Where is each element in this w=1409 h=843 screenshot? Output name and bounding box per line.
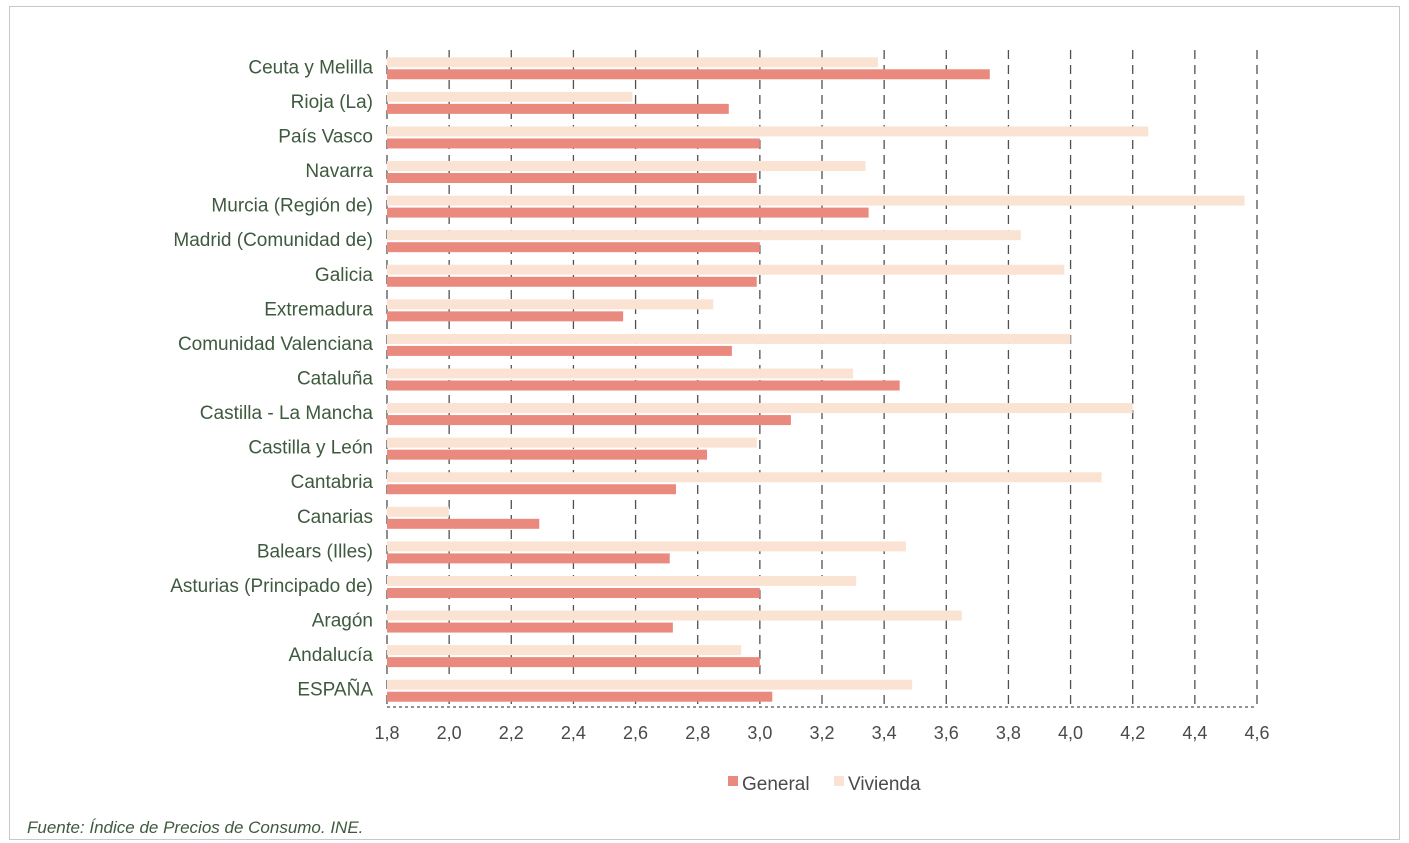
category-label: Cataluña	[297, 369, 373, 390]
bar-vivienda	[387, 161, 866, 172]
category-label: Rioja (La)	[291, 92, 373, 113]
legend-label: General	[742, 774, 810, 795]
x-tick-label: 2,8	[685, 723, 710, 743]
x-tick-label: 2,6	[623, 723, 648, 743]
bar-general	[387, 553, 670, 564]
legend-swatch	[834, 776, 844, 786]
category-label: Andalucía	[288, 645, 373, 666]
bar-vivienda	[387, 299, 714, 310]
bar-general	[387, 173, 757, 184]
chart-frame	[9, 6, 1400, 840]
x-tick-label: 4,0	[1058, 723, 1083, 743]
category-label: Balears (Illes)	[257, 541, 373, 562]
legend-label: Vivienda	[848, 774, 921, 795]
x-tick-label: 3,0	[747, 723, 772, 743]
bar-vivienda	[387, 403, 1133, 414]
category-label: ESPAÑA	[297, 679, 373, 701]
category-label: Canarias	[297, 507, 373, 528]
bar-general	[387, 380, 900, 391]
bar-general	[387, 242, 760, 253]
x-tick-label: 3,8	[996, 723, 1021, 743]
bar-general	[387, 69, 990, 80]
category-labels: Ceuta y Melilla Rioja (La) País Vasco Navar…	[170, 57, 373, 700]
x-tick-label: 2,2	[499, 723, 524, 743]
category-label: País Vasco	[278, 126, 373, 147]
x-tick-label: 2,0	[437, 723, 462, 743]
category-label: Comunidad Valenciana	[178, 334, 373, 355]
bar-vivienda	[387, 645, 742, 656]
x-tick-label: 2,4	[561, 723, 586, 743]
bar-general	[387, 103, 729, 114]
bar-vivienda	[387, 472, 1102, 483]
x-tick-label: 4,4	[1182, 723, 1207, 743]
bar-general	[387, 138, 760, 149]
bar-vivienda	[387, 679, 913, 690]
category-label: Ceuta y Melilla	[248, 57, 373, 78]
bar-vivienda	[387, 91, 633, 102]
legend: General Vivienda	[728, 774, 921, 795]
category-label: Cantabria	[291, 472, 374, 493]
bar-vivienda	[387, 333, 1071, 344]
bar-vivienda	[387, 541, 906, 552]
bar-vivienda	[387, 195, 1245, 206]
bar-general	[387, 276, 757, 287]
x-axis-ticks: 1,8 2,0 2,2 2,4 2,6 2,8 3,0 3,2 3,4 3,6 3,8 4,0 4,2 4…	[374, 723, 1269, 743]
source-note: Fuente: Índice de Precios de Consumo. IN…	[27, 818, 364, 837]
bar-general	[387, 311, 624, 322]
bar-vivienda	[387, 506, 450, 517]
bar-vivienda	[387, 610, 962, 621]
bar-vivienda	[387, 126, 1149, 137]
bar-general	[387, 518, 540, 529]
category-label: Navarra	[305, 161, 373, 182]
bar-vivienda	[387, 368, 854, 379]
category-label: Castilla - La Mancha	[200, 403, 374, 424]
x-tick-label: 4,2	[1120, 723, 1145, 743]
category-label: Extremadura	[264, 299, 373, 320]
bar-vivienda	[387, 437, 757, 448]
x-tick-label: 3,4	[872, 723, 897, 743]
bar-general	[387, 345, 732, 356]
category-label: Aragón	[312, 611, 373, 632]
bar-vivienda	[387, 575, 857, 586]
bars	[387, 57, 1245, 702]
bar-general	[387, 587, 760, 598]
x-tick-label: 3,6	[934, 723, 959, 743]
bar-general	[387, 691, 773, 702]
x-tick-label: 4,6	[1244, 723, 1269, 743]
bar-general	[387, 449, 708, 460]
category-label: Madrid (Comunidad de)	[173, 230, 373, 251]
legend-swatch	[728, 776, 738, 786]
category-label: Murcia (Región de)	[211, 196, 373, 217]
bar-general	[387, 415, 791, 426]
category-label: Asturias (Principado de)	[170, 576, 373, 597]
bar-vivienda	[387, 57, 878, 68]
x-tick-label: 1,8	[374, 723, 399, 743]
bar-general	[387, 657, 760, 668]
bar-general	[387, 484, 676, 495]
category-label: Galicia	[315, 265, 374, 286]
bar-vivienda	[387, 264, 1065, 275]
bar-general	[387, 207, 869, 218]
bar-vivienda	[387, 230, 1021, 241]
x-tick-label: 3,2	[809, 723, 834, 743]
category-label: Castilla y León	[248, 438, 373, 459]
bar-general	[387, 622, 673, 633]
